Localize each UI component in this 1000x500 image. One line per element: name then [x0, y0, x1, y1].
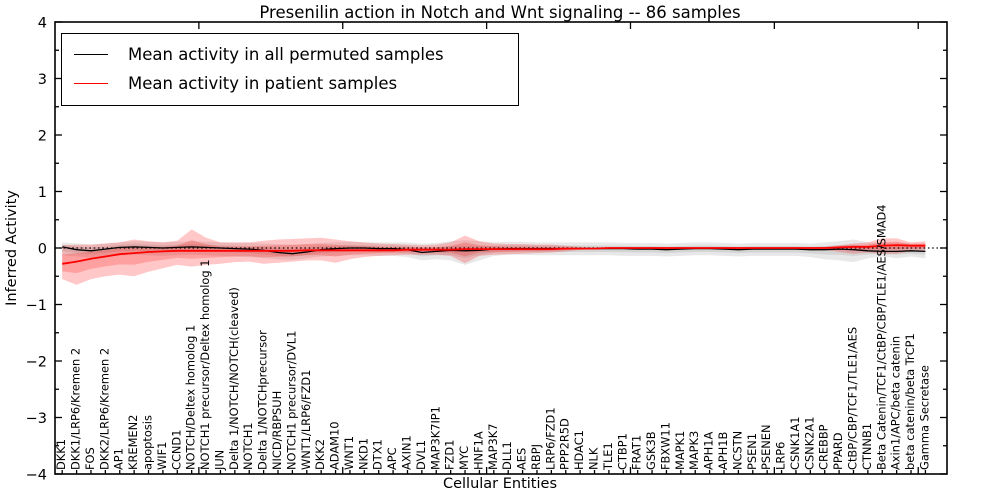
x-category-label: HNF1A [471, 431, 485, 470]
y-tick-label: 4 [38, 16, 47, 32]
x-category-label: DTX1 [371, 439, 385, 470]
x-category-label: NKD1 [356, 438, 370, 470]
y-tick-label: −1 [26, 298, 47, 314]
x-category-label: CtBP/CBP/TCF1/TLE1/AES [845, 327, 859, 470]
x-category-label: Gamma Secretase [917, 365, 931, 470]
x-category-label: LRP6 [774, 442, 788, 470]
x-category-label: NOTCH1 precursor/DVL1 [284, 331, 298, 470]
x-category-label: FOS [83, 447, 97, 470]
x-category-label: DLL1 [500, 441, 514, 470]
band-permuted-samples-range [62, 239, 926, 265]
x-category-label: WIF1 [155, 442, 169, 470]
x-category-label: MAPK3 [687, 431, 701, 470]
x-category-label: MAP3K7IP1 [428, 406, 442, 470]
x-category-label: NCSTN [730, 431, 744, 470]
x-category-label: DKK1/LRP6/Kremen 2 [69, 348, 83, 470]
legend-line-sample-permuted [74, 54, 108, 55]
x-category-label: CTNNB1 [860, 423, 874, 470]
x-category-label: Delta 1/NOTCH/NOTCH(cleaved) [227, 287, 241, 470]
y-tick-label: 2 [38, 129, 47, 145]
x-category-label: WNT1 [342, 436, 356, 470]
x-category-label: CTBP1 [615, 433, 629, 470]
x-category-label: APC [385, 447, 399, 470]
x-category-label: LRP6/FZD1 [543, 407, 557, 470]
x-category-label: DKK2/LRP6/Kremen 2 [97, 348, 111, 470]
x-category-label: MAPK1 [673, 431, 687, 470]
x-category-label: DKK1 [54, 439, 68, 470]
x-category-label: MYC [457, 446, 471, 470]
legend-entry-permuted: Mean activity in all permuted samples [74, 40, 504, 69]
x-category-label: CCND1 [169, 430, 183, 470]
x-category-label: PSEN1 [745, 433, 759, 470]
x-category-label: NLK [587, 447, 601, 470]
x-category-label: MAP3K7 [486, 424, 500, 470]
x-category-label: CSNK2A1 [802, 417, 816, 470]
x-category-label: NOTCH1 precursor/Deltex homolog 1 [198, 260, 212, 471]
x-category-label: TLE1 [601, 442, 615, 471]
series-line-1 [62, 244, 926, 265]
x-category-label: apoptosis [141, 415, 155, 470]
y-tick-label: −4 [26, 468, 47, 484]
x-category-label: NOTCH1 [241, 422, 255, 470]
y-tick-label: 1 [38, 185, 47, 201]
plot-frame [54, 21, 948, 475]
x-category-label: ADAM10 [328, 422, 342, 470]
y-tick-label: 0 [38, 242, 47, 258]
x-category-label: WNT1/LRP6/FZD1 [299, 370, 313, 470]
legend-line-sample-patient [74, 83, 108, 84]
x-category-label: APH1A [702, 432, 716, 470]
y-tick-label: −2 [26, 355, 47, 371]
legend-label-patient: Mean activity in patient samples [128, 74, 398, 93]
y-tick-label: 3 [38, 72, 47, 88]
x-category-label: PPARD [831, 432, 845, 470]
x-category-label: JUN [212, 450, 226, 471]
x-category-label: Axin1/APC/beta catenin [889, 336, 903, 470]
x-category-label: APH1B [716, 432, 730, 470]
x-category-label: beta catenin/beta TrCP1 [903, 333, 917, 470]
x-category-label: Beta Catenin/TCF1/CtBP/CBP/TLE1/AES/SMAD… [874, 204, 888, 470]
x-category-label: DKK2 [313, 439, 327, 470]
legend-box: Mean activity in all permuted samples Me… [61, 33, 519, 106]
x-category-label: RBPJ [529, 444, 543, 470]
x-category-label: Delta 1/NOTCHprecursor [256, 330, 270, 470]
chart-title: Presenilin action in Notch and Wnt signa… [259, 3, 741, 22]
x-category-label: NOTCH/Deltex homolog 1 [184, 325, 198, 470]
x-category-label: DVL1 [414, 440, 428, 470]
x-category-label: FZD1 [443, 440, 457, 470]
y-tick-label: −3 [26, 411, 47, 427]
x-category-label: NICD/RBPSUH [270, 391, 284, 470]
x-axis-label: Cellular Entities [442, 476, 558, 492]
x-category-label: FBXW11 [658, 422, 672, 470]
x-category-label: FRAT1 [630, 435, 644, 470]
x-category-label: AXIN1 [399, 435, 413, 470]
x-category-label: GSK3B [644, 431, 658, 470]
x-category-label: AP1 [112, 448, 126, 470]
x-category-label: AES [515, 448, 529, 470]
x-category-label: PPP2R5D [558, 418, 572, 470]
x-category-label: HDAC1 [572, 430, 586, 470]
legend-entry-patient: Mean activity in patient samples [74, 69, 504, 98]
x-category-label: KREMEN2 [126, 415, 140, 470]
band-patient-samples-range [62, 229, 926, 285]
legend-label-permuted: Mean activity in all permuted samples [128, 45, 444, 64]
x-category-label: CSNK1A1 [788, 417, 802, 470]
x-category-label: CREBBP [817, 424, 831, 470]
x-category-label: PSENEN [759, 424, 773, 470]
